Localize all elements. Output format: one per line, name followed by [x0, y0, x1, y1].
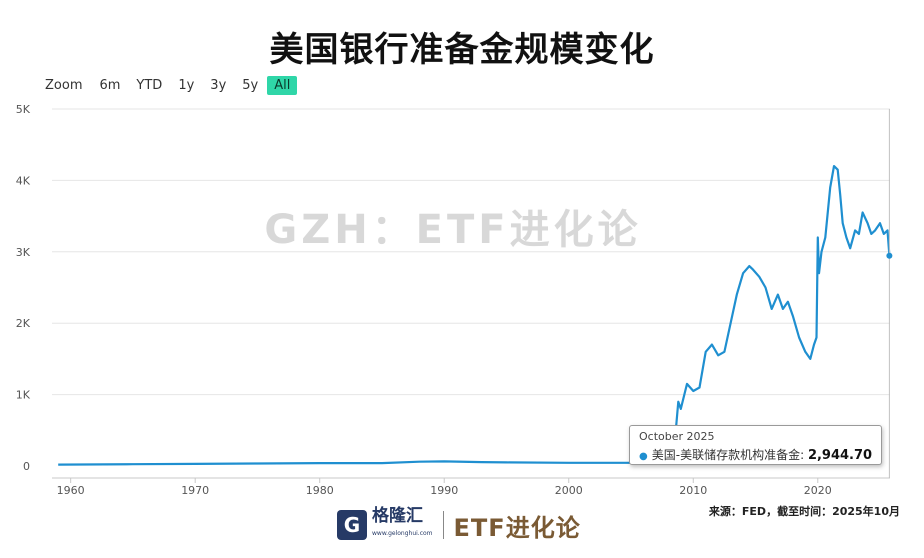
brand-name: 格隆汇: [372, 506, 423, 526]
zoom-label: Zoom: [45, 77, 83, 93]
zoom-1y-button[interactable]: 1y: [178, 77, 195, 93]
y-tick-label: 2K: [16, 317, 31, 330]
zoom-6m-button[interactable]: 6m: [99, 77, 121, 93]
footer-brand: G 格隆汇 www.gelonghui.com ETF进化论: [337, 507, 581, 543]
source-note: 来源：FED，截至时间：2025年10月: [708, 505, 900, 518]
zoom-5y-button[interactable]: 5y: [242, 77, 259, 93]
hover-point: [886, 252, 893, 259]
brand-name-block: 格隆汇 www.gelonghui.com: [372, 507, 433, 543]
brand-logo-icon: G: [337, 510, 367, 540]
chart-axes: 0 1K 2K 3K 4K 5K 1960 1970 1980 1990 2000 2010 2020: [16, 103, 890, 497]
chart-gridlines: [52, 108, 890, 396]
y-tick-label: 3K: [16, 246, 31, 259]
y-tick-label: 1K: [16, 389, 31, 402]
x-tick-label: 2020: [804, 484, 832, 497]
series-line: [58, 165, 891, 466]
x-tick-label: 2010: [679, 484, 707, 497]
watermark-text: GZH：ETF进化论: [264, 207, 641, 253]
tooltip-date: October 2025: [639, 430, 715, 443]
x-tick-label: 1990: [430, 484, 458, 497]
x-tick-label: 2000: [555, 484, 583, 497]
chart-series: [58, 165, 891, 466]
footer-divider: [442, 511, 444, 539]
brand-url: www.gelonghui.com: [372, 530, 433, 537]
tooltip-series-name: 美国-美联储存款机构准备金:: [651, 448, 805, 462]
zoom-ytd-button[interactable]: YTD: [136, 77, 163, 93]
footer-tag: ETF进化论: [453, 513, 581, 542]
tooltip-value: 2,944.70: [807, 448, 873, 463]
x-tick-label: 1960: [57, 484, 85, 497]
y-tick-label: 4K: [16, 174, 31, 187]
page-title: 美国银行准备金规模变化: [269, 30, 655, 70]
tooltip-row: ● 美国-美联储存款机构准备金: 2,944.70: [639, 446, 872, 463]
chart-tooltip: October 2025 ● 美国-美联储存款机构准备金: 2,944.70: [629, 425, 882, 465]
zoom-3y-button[interactable]: 3y: [210, 77, 227, 93]
zoom-range-selector: Zoom 6m YTD 1y 3y 5y All: [45, 74, 299, 96]
crosshair: [886, 109, 893, 478]
watermark-layer: GZH：ETF进化论: [264, 207, 641, 253]
y-tick-label: 0: [23, 460, 30, 473]
zoom-all-button[interactable]: All: [267, 75, 298, 95]
series-dot-icon: ●: [639, 451, 648, 462]
x-tick-label: 1980: [306, 484, 334, 497]
x-tick-label: 1970: [181, 484, 209, 497]
y-tick-label: 5K: [16, 103, 31, 116]
